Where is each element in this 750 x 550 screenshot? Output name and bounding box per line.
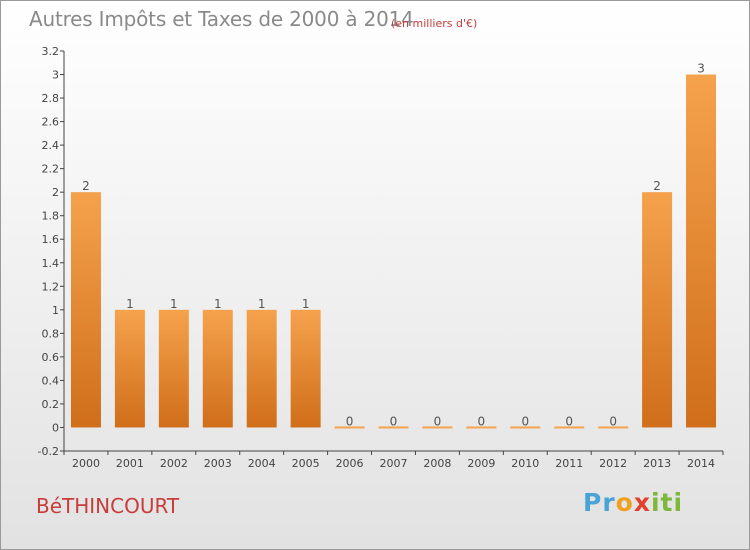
logo-part-2: o bbox=[615, 488, 634, 517]
x-tick-label: 2001 bbox=[116, 457, 144, 470]
bar bbox=[422, 426, 453, 429]
y-tick-label: 1.2 bbox=[42, 280, 60, 293]
data-label: 2 bbox=[82, 179, 90, 193]
x-tick-label: 2000 bbox=[72, 457, 100, 470]
data-label: 1 bbox=[258, 297, 266, 311]
bar bbox=[686, 74, 717, 428]
y-tick-label: 1 bbox=[52, 304, 59, 317]
y-tick-label: 0.6 bbox=[42, 351, 60, 364]
x-tick-label: 2006 bbox=[336, 457, 364, 470]
data-label: 1 bbox=[214, 297, 222, 311]
chart-unit: (en milliers d'€) bbox=[391, 17, 478, 30]
y-tick-label: 2.8 bbox=[42, 92, 60, 105]
y-tick-label: 2.6 bbox=[42, 116, 60, 129]
bar bbox=[334, 426, 365, 429]
y-tick-label: 3.2 bbox=[42, 45, 60, 58]
chart-bars bbox=[70, 74, 717, 429]
data-label: 3 bbox=[697, 62, 705, 76]
logo-part-4: iti bbox=[650, 488, 684, 517]
bar bbox=[202, 309, 233, 428]
bar bbox=[70, 192, 101, 428]
bar bbox=[158, 309, 189, 428]
bar bbox=[510, 426, 541, 429]
y-tick-label: 2.4 bbox=[42, 139, 60, 152]
y-tick-label: 0.8 bbox=[42, 327, 60, 340]
x-tick-label: 2005 bbox=[292, 457, 320, 470]
chart-axes: -0.2 0 0.2 0.4 0.6 0.8 1 1.2 1.4 1.6 1.8 2 2.2 2.4 2.6… bbox=[38, 45, 724, 458]
data-label: 0 bbox=[346, 414, 354, 428]
bar bbox=[378, 426, 409, 429]
chart-labels: 2200012001120021200312004120050200602007… bbox=[72, 62, 715, 470]
proxiti-logo[interactable]: Proxiti bbox=[583, 488, 683, 517]
x-tick-label: 2010 bbox=[511, 457, 539, 470]
data-label: 0 bbox=[565, 414, 573, 428]
y-tick-label: 1.6 bbox=[42, 233, 60, 246]
bar bbox=[598, 426, 629, 429]
x-tick-label: 2004 bbox=[248, 457, 276, 470]
data-label: 0 bbox=[609, 414, 617, 428]
y-tick-label: 1.8 bbox=[42, 210, 60, 223]
x-tick-label: 2014 bbox=[687, 457, 715, 470]
data-label: 0 bbox=[434, 414, 442, 428]
data-label: 0 bbox=[521, 414, 529, 428]
x-tick-label: 2009 bbox=[467, 457, 495, 470]
data-label: 1 bbox=[302, 297, 310, 311]
y-tick-label: 1.4 bbox=[42, 257, 60, 270]
bar bbox=[466, 426, 497, 429]
x-tick-label: 2011 bbox=[555, 457, 583, 470]
y-tick-label: 0.4 bbox=[42, 374, 60, 387]
y-tick-label: 3 bbox=[52, 69, 59, 82]
data-label: 0 bbox=[478, 414, 486, 428]
y-tick-label: 2.2 bbox=[42, 163, 60, 176]
x-tick-label: 2007 bbox=[380, 457, 408, 470]
bar bbox=[642, 192, 673, 428]
x-tick-label: 2008 bbox=[423, 457, 451, 470]
logo-part-1: Pr bbox=[583, 488, 616, 517]
x-tick-label: 2013 bbox=[643, 457, 671, 470]
data-label: 0 bbox=[390, 414, 398, 428]
x-tick-label: 2002 bbox=[160, 457, 188, 470]
y-tick-label: 0 bbox=[52, 421, 59, 434]
bar bbox=[246, 309, 277, 428]
chart-title: Autres Impôts et Taxes de 2000 à 2014 bbox=[29, 7, 414, 31]
bar bbox=[554, 426, 585, 429]
commune-name: BéTHINCOURT bbox=[36, 494, 180, 518]
y-tick-label: 2 bbox=[52, 186, 59, 199]
data-label: 2 bbox=[653, 179, 661, 193]
logo-part-3: x bbox=[633, 488, 651, 517]
bar bbox=[290, 309, 321, 428]
y-tick-label: 0.2 bbox=[42, 398, 60, 411]
data-label: 1 bbox=[126, 297, 134, 311]
y-tick-label: -0.2 bbox=[38, 445, 59, 458]
x-tick-label: 2003 bbox=[204, 457, 232, 470]
bar bbox=[114, 309, 145, 428]
x-tick-label: 2012 bbox=[599, 457, 627, 470]
data-label: 1 bbox=[170, 297, 178, 311]
